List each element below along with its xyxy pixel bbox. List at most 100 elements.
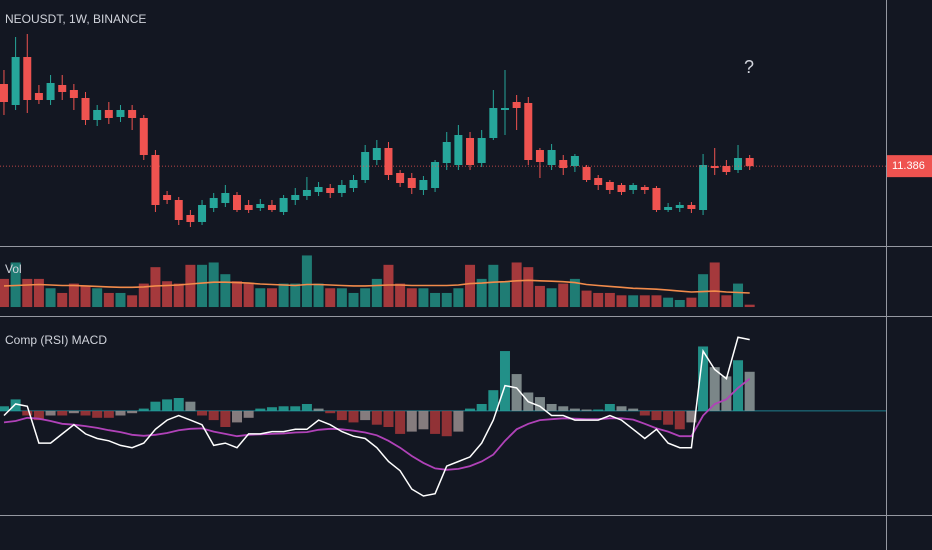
histogram-bar [313, 408, 324, 411]
candle-body [745, 158, 754, 167]
candle-body [314, 187, 323, 192]
histogram-bar [569, 408, 580, 411]
histogram-bar [499, 351, 510, 411]
candle-body [687, 205, 696, 209]
candle-body [116, 110, 125, 117]
candle-body [302, 190, 311, 196]
volume-bar [616, 295, 627, 308]
volume-bar [453, 288, 464, 308]
volume-bar [371, 278, 382, 308]
candle-body [221, 193, 230, 203]
histogram-bar [674, 410, 685, 430]
candle-body [93, 110, 102, 120]
volume-bar [313, 283, 324, 308]
volume-bar [663, 297, 674, 308]
candle-body [629, 185, 638, 190]
volume-bar [115, 292, 126, 308]
candle-body [652, 188, 661, 210]
volume-bar [103, 292, 114, 308]
candle-body [163, 195, 172, 200]
candle-body [570, 156, 579, 166]
candle-body [594, 178, 603, 185]
histogram-bar [395, 410, 406, 434]
histogram-bar [255, 408, 266, 411]
histogram-bar [744, 371, 755, 411]
volume-bar [162, 281, 173, 308]
histogram-bar [150, 401, 161, 411]
candle-body [500, 108, 509, 110]
candle-body [46, 83, 55, 100]
volume-bar [441, 292, 452, 308]
histogram-bar [231, 410, 242, 423]
candle-body [23, 57, 32, 100]
histogram-bar [546, 403, 557, 411]
volume-bar [709, 262, 720, 308]
histogram-bar [325, 410, 336, 414]
histogram-bar [371, 410, 382, 425]
candle-body [372, 148, 381, 160]
candle-body [466, 138, 475, 165]
candle-body [710, 166, 719, 168]
volume-bar [569, 278, 580, 308]
candle-body [734, 158, 743, 170]
histogram-bar [383, 410, 394, 428]
candle-body [675, 205, 684, 208]
volume-bar [698, 274, 709, 308]
candle-body [699, 165, 708, 210]
volume-bar [418, 288, 429, 308]
histogram-bar [628, 408, 639, 411]
histogram-bar [173, 398, 184, 411]
histogram-bar [208, 410, 219, 421]
volume-bar [290, 283, 301, 308]
histogram-bar [0, 406, 9, 411]
histogram-bar [115, 410, 126, 416]
candle-body [267, 205, 276, 210]
histogram-bar [639, 410, 650, 416]
histogram-bar [453, 410, 464, 432]
candle-body [128, 110, 137, 118]
candle-body [477, 138, 486, 163]
histogram-bar [92, 410, 103, 418]
histogram-bar [686, 410, 697, 423]
volume-bar [593, 292, 604, 308]
histogram-bar [418, 410, 429, 430]
histogram-bar [476, 403, 487, 411]
candle-body [291, 195, 300, 200]
volume-bar [208, 262, 219, 308]
volume-bar [488, 264, 499, 308]
histogram-bar [10, 399, 21, 411]
histogram-bar [430, 410, 441, 434]
histogram-bar [360, 410, 371, 421]
candle-body [524, 103, 533, 160]
volume-bar [348, 292, 359, 308]
histogram-bar [663, 410, 674, 425]
candle-body [617, 185, 626, 192]
histogram-bar [651, 410, 662, 421]
volume-bar [92, 288, 103, 308]
histogram-bar [721, 376, 732, 411]
histogram-bar [80, 410, 91, 416]
volume-bar [220, 274, 231, 308]
histogram-bar [698, 346, 709, 411]
candle-body [198, 205, 207, 222]
candle-body [384, 148, 393, 175]
volume-bar [558, 283, 569, 308]
histogram-bar [511, 374, 522, 411]
candle-body [186, 215, 195, 222]
histogram-bar [709, 367, 720, 411]
candle-body [0, 84, 8, 102]
candle-body [58, 85, 67, 92]
volume-bar [651, 295, 662, 308]
histogram-bar [103, 410, 114, 418]
volume-bar [278, 283, 289, 308]
candle-body [419, 180, 428, 190]
volume-bar [243, 283, 254, 308]
candle-body [69, 90, 78, 98]
histogram-bar [162, 399, 173, 411]
volume-bar [395, 283, 406, 308]
volume-bar [80, 285, 91, 308]
candle-body [559, 160, 568, 168]
histogram-bar [33, 410, 44, 421]
histogram-bar [348, 410, 359, 423]
